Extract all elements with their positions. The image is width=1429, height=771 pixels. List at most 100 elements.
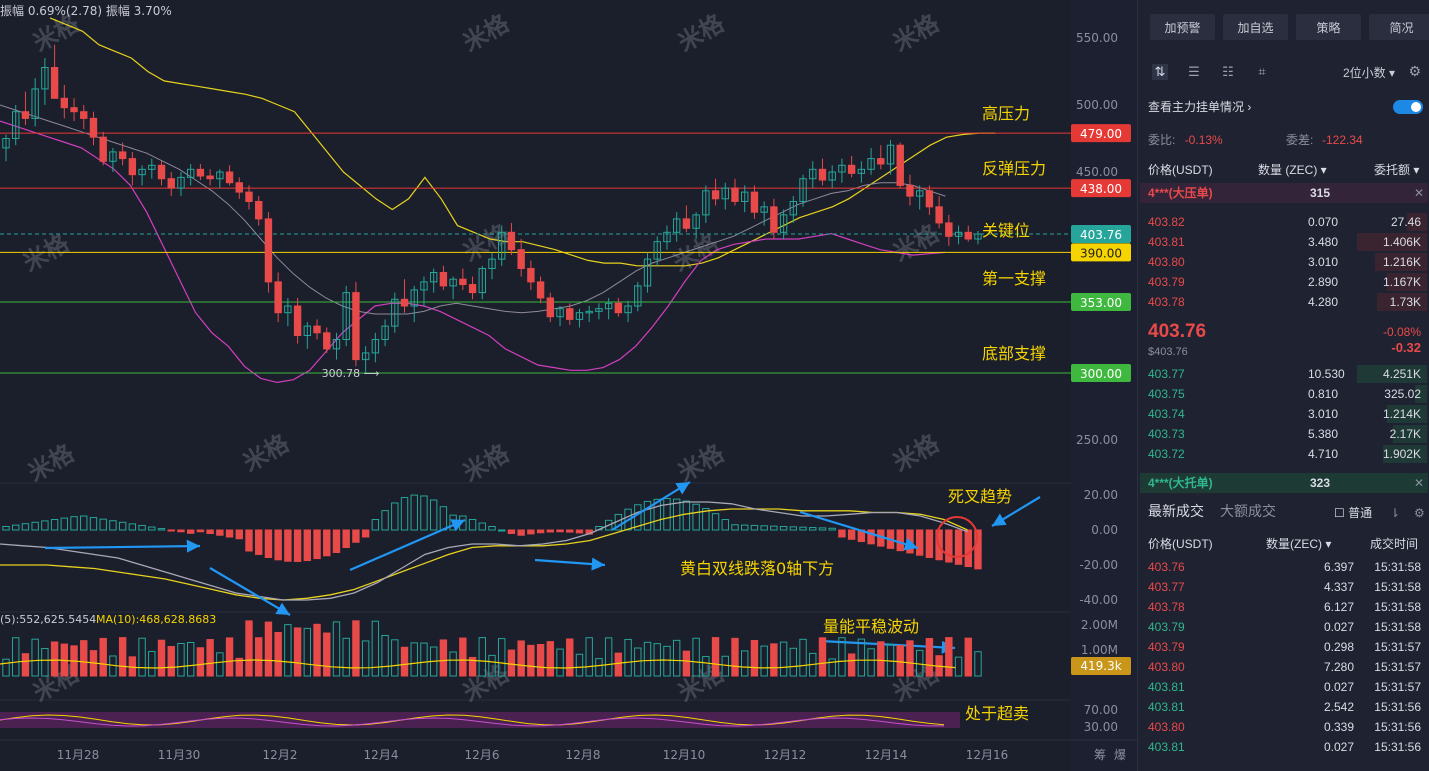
volume-axis-tick: 2.00M [1081,618,1118,632]
volume-bar [41,648,49,677]
overview-button[interactable]: 简况 [1369,14,1429,40]
candle-body [974,233,982,240]
macd-histogram-bar [702,508,710,531]
gear-icon[interactable]: ⚙ [1408,63,1421,79]
candle-body [653,241,661,260]
macd-histogram-bar [536,529,545,534]
asks-view-icon[interactable]: ☷ [1222,64,1234,79]
volume-bar [361,640,370,677]
trade-time: 15:31:58 [1374,580,1421,594]
rsi-annotation: 处于超卖 [965,704,1029,723]
candle-body [624,305,632,314]
macd-histogram-bar [381,510,389,531]
candle-body [31,88,39,119]
tab-latest-trades[interactable]: 最新成交 [1148,503,1204,519]
candle-body [293,305,302,336]
close-icon[interactable]: ✕ [1414,476,1425,490]
trade-time: 15:31:56 [1374,720,1421,734]
trade-price: 403.81 [1148,740,1185,754]
volume-bar [148,650,156,677]
big-ask-band [1140,183,1428,203]
macd-histogram-bar [789,526,798,531]
rsi-band [0,712,960,728]
volume-bar [556,648,564,677]
x-axis-tick: 12月10 [663,748,706,762]
x-axis-tick: 12月2 [263,748,298,762]
depth-view-icon[interactable]: ⌗ [1258,64,1266,79]
trade-header-qty[interactable]: 数量(ZEC) ▾ [1266,537,1332,551]
strategy-button[interactable]: 策略 [1296,14,1361,40]
bids-view-icon[interactable]: ☰ [1188,64,1200,79]
trade-header-price: 价格(USDT) [1148,537,1213,551]
candle-body [760,206,768,213]
candle-body [138,168,146,176]
tab-large-trades[interactable]: 大额成交 [1220,503,1276,519]
volume-bar [157,639,166,677]
macd-histogram-bar [70,516,78,531]
macd-histogram-bar [323,529,331,557]
trade-price: 403.80 [1148,660,1185,674]
death-cross-circle [936,516,978,558]
main-orders-toggle[interactable] [1393,100,1423,114]
volume-bar [31,638,39,677]
gear-icon[interactable]: ⚙ [1414,506,1425,520]
macd-histogram-bar [653,498,661,531]
candle-body [789,200,798,216]
volume-bar [118,637,127,677]
normal-checkbox[interactable]: ☐ 普通 [1334,506,1373,520]
col-header-qty[interactable]: 数量 (ZEC) ▾ [1258,163,1327,177]
candle-body [556,308,564,318]
add-watchlist-button[interactable]: 加自选 [1223,14,1288,40]
volume-bar [449,651,457,677]
volume-bar [838,637,846,677]
trade-header-qty-label: 数量(ZEC) [1266,537,1322,551]
trade-price: 403.77 [1148,580,1185,594]
macd-histogram-bar [896,529,904,552]
volume-bar [643,641,652,677]
close-icon[interactable]: ✕ [1414,186,1425,200]
both-sides-view-icon[interactable]: ⇅ [1152,64,1168,80]
macd-histogram-bar [400,497,409,531]
ask-qty: 3.010 [1308,255,1339,269]
main-orders-link[interactable]: 查看主力挂单情况 › [1148,100,1252,114]
macd-histogram-bar [313,529,321,560]
filter-icon[interactable]: ⇂ [1390,506,1401,520]
macd-histogram-bar [303,529,312,562]
volume-current-value: 419.3k [1080,659,1121,673]
candle-body [332,339,341,350]
candle-body [12,111,20,139]
bollinger-upper-line [49,17,996,267]
bid-price: 403.75 [1148,387,1185,401]
volume-bar [206,639,214,677]
macd-histogram-bar [672,498,681,531]
candle-body [809,168,817,180]
volume-bar [818,637,827,677]
price-level-label: 底部支撑 [982,344,1046,363]
big-bid-value: 323 [1310,476,1331,490]
x-axis-tick: 12月16 [966,748,1009,762]
annotation-arrow [611,481,691,531]
macd-histogram-bar [89,517,98,531]
macd-histogram-bar [60,517,69,531]
candle-body [488,258,496,269]
last-price-usd: $403.76 [1148,346,1188,358]
trade-qty: 7.280 [1324,660,1355,674]
price-level-value: 390.00 [1080,246,1122,260]
macd-histogram-bar [867,529,875,545]
price-level-tag [1071,292,1131,311]
col-header-amount[interactable]: 委托额 ▾ [1374,163,1420,177]
volume-bar [381,634,389,677]
decimals-select[interactable]: 2位小数 ▾ [1342,66,1395,80]
macd-histogram-bar [498,529,506,532]
price-level-label: 第一支撑 [982,269,1046,288]
add-alert-button[interactable]: 加预警 [1150,14,1215,40]
volume-bar [692,637,700,677]
candle-body [50,66,59,99]
volume-bar [332,621,341,677]
volume-bar [138,637,146,677]
annotation-arrow [44,539,201,553]
x-axis-tick: 12月14 [865,748,908,762]
candle-body [750,191,759,213]
annotation-arrow [349,518,466,572]
